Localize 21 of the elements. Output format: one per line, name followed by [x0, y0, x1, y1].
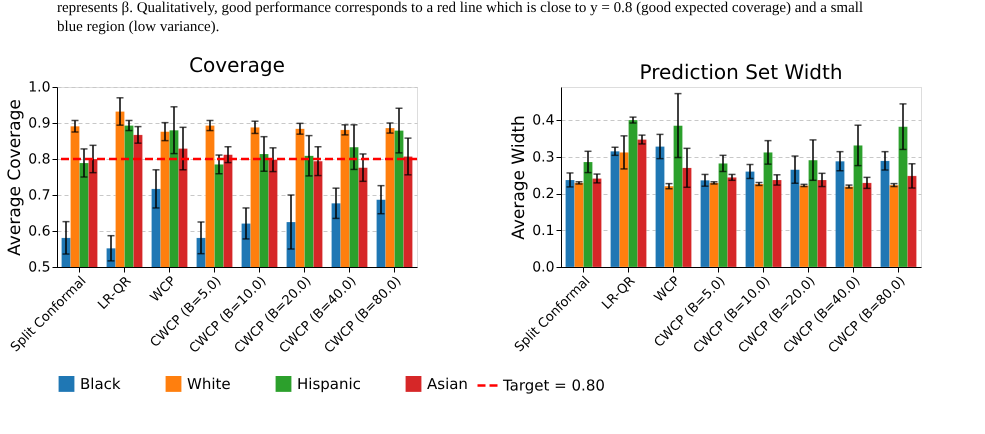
- legend-label: White: [187, 374, 231, 393]
- text: represents β. Qualitatively, good performance corresponds to a red line which is close to y = 0.8 (good expected coverage) and a small blue region (low variance).: [57, 0, 864, 35]
- y-tick-label: 0.8: [28, 152, 50, 168]
- y-tick-label: 0.4: [532, 112, 555, 129]
- y-tick-label: 0.7: [28, 188, 50, 204]
- y-axis-title: Average Coverage: [5, 99, 26, 256]
- y-tick-label: 0.1: [532, 222, 554, 239]
- y-tick-label: 0.3: [532, 149, 554, 166]
- legend-label: Black: [80, 374, 121, 393]
- y-tick-label: 0.9: [28, 116, 50, 132]
- y-tick-label: 0.6: [28, 224, 51, 240]
- y-axis-title: Average Width: [509, 115, 530, 240]
- y-tick-label: 1.0: [28, 80, 50, 96]
- y-tick-label: 0.2: [532, 186, 554, 202]
- legend-label: Target = 0.80: [502, 376, 605, 394]
- legend-label: Asian: [427, 374, 468, 393]
- y-tick-label: 0.0: [532, 260, 554, 276]
- y-tick-label: 0.5: [28, 260, 50, 276]
- chart-title: Prediction Set Width: [639, 60, 843, 84]
- legend-label: Hispanic: [297, 374, 361, 393]
- chart-title: Coverage: [189, 53, 285, 77]
